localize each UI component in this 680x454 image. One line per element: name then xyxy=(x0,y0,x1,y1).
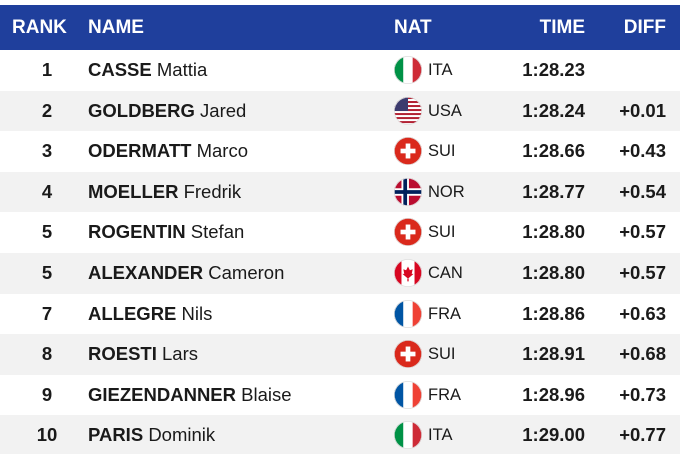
rank: 8 xyxy=(41,343,53,365)
nation: SUI xyxy=(428,223,456,242)
given-name: Nils xyxy=(181,302,213,324)
nation: SUI xyxy=(428,142,456,161)
flag xyxy=(394,380,422,409)
diff: +0.57 xyxy=(619,221,666,243)
time: 1:28.77 xyxy=(522,180,585,202)
given-name: Blaise xyxy=(241,383,292,405)
surname: GIEZENDANNER xyxy=(88,383,237,405)
header-diff: DIFF xyxy=(623,17,666,38)
surname: ROGENTIN xyxy=(88,221,186,243)
time: 1:28.96 xyxy=(522,383,585,405)
rank: 4 xyxy=(41,180,53,202)
surname: PARIS xyxy=(88,424,144,446)
result-row: 4 MOELLER Fredrik NOR 1:28.77 +0.54 xyxy=(0,171,680,213)
diff: +0.43 xyxy=(619,140,666,162)
athlete-name: GIEZENDANNER Blaise xyxy=(88,375,292,416)
nation: FRA xyxy=(428,304,461,323)
given-name: Fredrik xyxy=(183,180,242,202)
result-row: 3 ODERMATT Marco SUI 1:28.66 +0.43 xyxy=(0,131,680,172)
rank: 7 xyxy=(41,302,53,324)
rank: 5 xyxy=(41,262,53,283)
time: 1:28.23 xyxy=(522,59,585,80)
surname: ROESTI xyxy=(88,343,157,365)
flag xyxy=(394,177,422,206)
athlete-name: ALLEGRE Nils xyxy=(88,294,212,335)
time: 1:28.86 xyxy=(522,302,585,324)
flag xyxy=(394,96,422,125)
athlete-name: PARIS Dominik xyxy=(88,415,215,454)
flag xyxy=(394,299,422,328)
result-row: 8 ROESTI Lars SUI 1:28.91 +0.68 xyxy=(0,334,680,375)
rank: 2 xyxy=(41,99,53,121)
diff: +0.68 xyxy=(619,343,666,365)
surname: CASSE xyxy=(88,59,152,80)
header-nat: NAT xyxy=(394,17,432,38)
athlete-name: CASSE Mattia xyxy=(88,50,207,91)
flag xyxy=(394,218,422,247)
result-row: 7 ALLEGRE Nils FRA 1:28.86 +0.63 xyxy=(0,293,680,335)
nation: NOR xyxy=(428,182,465,201)
athlete-name: GOLDBERG Jared xyxy=(88,91,246,132)
surname: ODERMATT xyxy=(88,140,192,162)
athlete-name: ODERMATT Marco xyxy=(88,131,248,172)
nation: ITA xyxy=(428,61,453,79)
given-name: Dominik xyxy=(148,424,216,446)
result-row: 9 GIEZENDANNER Blaise FRA 1:28.96 +0.73 xyxy=(0,374,680,416)
header-bar xyxy=(0,5,680,50)
flag xyxy=(394,56,422,84)
diff: +0.54 xyxy=(619,180,666,202)
given-name: Lars xyxy=(162,343,199,365)
time: 1:28.24 xyxy=(522,99,585,121)
flag xyxy=(394,340,422,369)
time: 1:29.00 xyxy=(522,424,585,446)
athlete-name: ROGENTIN Stefan xyxy=(88,212,244,253)
diff: +0.01 xyxy=(619,99,666,121)
nation: ITA xyxy=(428,426,453,445)
given-name: Stefan xyxy=(190,221,245,243)
header-rank: RANK xyxy=(12,17,67,38)
given-name: Jared xyxy=(200,99,247,121)
surname: GOLDBERG xyxy=(88,99,195,121)
result-row: 5 ROGENTIN Stefan SUI 1:28.80 +0.57 xyxy=(0,212,680,253)
nation: SUI xyxy=(428,345,456,364)
header-time: TIME xyxy=(539,17,585,38)
result-row: 5 ALEXANDER Cameron CAN 1:28.80 +0.57 xyxy=(0,253,680,294)
flag xyxy=(394,137,422,166)
diff: +0.63 xyxy=(619,302,666,324)
nation: USA xyxy=(428,101,462,120)
nation: FRA xyxy=(428,385,461,404)
time: 1:28.80 xyxy=(522,262,585,283)
diff: +0.77 xyxy=(619,424,666,446)
time: 1:28.66 xyxy=(522,140,585,162)
rank: 1 xyxy=(41,59,53,80)
surname: ALLEGRE xyxy=(88,302,177,324)
result-row: 10 PARIS Dominik ITA 1:29.00 +0.77 xyxy=(0,415,680,454)
given-name: Cameron xyxy=(208,262,285,283)
nation: CAN xyxy=(428,264,463,282)
diff: +0.73 xyxy=(619,383,666,405)
rank: 9 xyxy=(41,383,53,405)
flag xyxy=(394,259,422,287)
header-name: NAME xyxy=(88,17,144,38)
surname: MOELLER xyxy=(88,180,179,202)
given-name: Marco xyxy=(196,140,248,162)
athlete-name: ROESTI Lars xyxy=(88,334,198,375)
time: 1:28.80 xyxy=(522,221,585,243)
rank: 5 xyxy=(41,221,53,243)
athlete-name: ALEXANDER Cameron xyxy=(88,253,284,294)
diff: +0.57 xyxy=(619,262,666,283)
surname: ALEXANDER xyxy=(88,262,204,283)
flag xyxy=(394,421,422,450)
rank: 10 xyxy=(36,424,58,446)
result-row: 1 CASSE Mattia ITA 1:28.23 xyxy=(0,50,680,91)
athlete-name: MOELLER Fredrik xyxy=(88,172,241,213)
rank: 3 xyxy=(41,140,53,162)
result-row: 2 GOLDBERG Jared USA 1:28.24 +0.01 xyxy=(0,90,680,132)
time: 1:28.91 xyxy=(522,343,585,365)
given-name: Mattia xyxy=(156,59,208,80)
